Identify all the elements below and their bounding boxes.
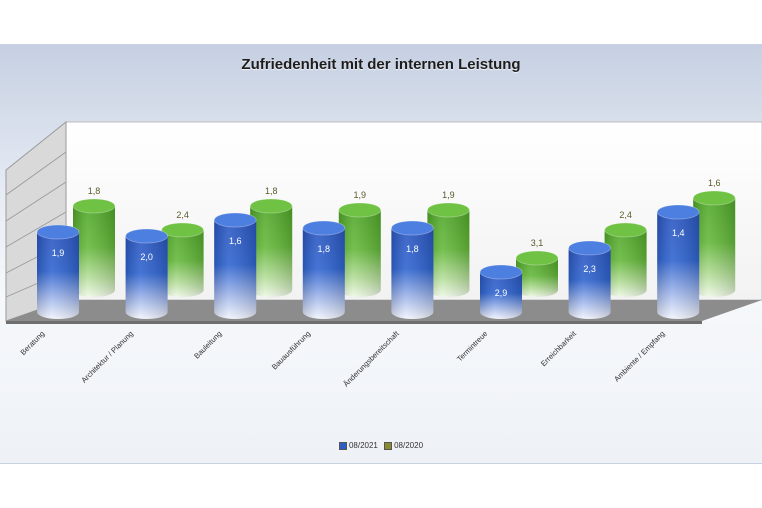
legend-item-08-2021: 08/2021 — [338, 441, 378, 450]
x-tick-label: Bauleitung — [192, 329, 223, 360]
side-wall-gridlines — [5, 151, 67, 298]
x-tick-label: Ambiente / Empfang — [612, 329, 666, 383]
bar-08-2020-shade — [161, 230, 204, 297]
value-label-08-2021: 2,3 — [583, 264, 596, 274]
bar-08-2020-top — [72, 198, 116, 214]
bar-08-2021 — [479, 264, 523, 319]
legend-label: 08/2021 — [348, 441, 378, 450]
bar-08-2021-top — [390, 220, 434, 236]
bar-08-2021-shade — [302, 228, 345, 319]
bar-08-2021 — [36, 224, 80, 319]
bar-08-2020 — [426, 202, 470, 297]
bar-08-2020-top — [692, 190, 736, 206]
value-label-08-2021: 1,8 — [406, 244, 419, 254]
value-label-08-2021: 1,9 — [52, 248, 65, 258]
bar-08-2021-top — [213, 212, 257, 228]
legend-swatch-blue — [338, 441, 347, 450]
value-label-08-2021: 1,6 — [229, 236, 242, 246]
bar-08-2020-shade — [250, 206, 293, 297]
x-tick-label: Erreichbarkeit — [539, 328, 579, 368]
bar-08-2021-top — [568, 240, 611, 256]
bar-08-2020-shade — [693, 198, 736, 297]
bar-08-2021-top — [656, 204, 700, 220]
bar-08-2020-shade — [516, 258, 558, 297]
bar-08-2021-top — [479, 264, 523, 280]
bar-08-2021-shade — [568, 248, 611, 319]
bar-08-2020 — [72, 198, 116, 297]
chart-floor — [6, 300, 762, 321]
bar-08-2020-shade — [427, 210, 470, 297]
chart-title: Zufriedenheit mit der internen Leistung — [241, 56, 521, 73]
bar-08-2020-top — [515, 250, 559, 266]
bar-08-2021 — [390, 220, 434, 319]
legend: 08/2021 08/2020 — [0, 441, 762, 452]
value-label-08-2020: 1,8 — [88, 186, 101, 196]
legend-label: 08/2020 — [394, 441, 424, 450]
bar-08-2020 — [161, 222, 205, 297]
bar-08-2020 — [604, 222, 647, 297]
bar-08-2020-top — [161, 222, 205, 238]
bar-08-2021-shade — [480, 272, 522, 319]
bars-group: 1,8 1,9 2,4 2,0 1,8 1,6 1,9 1,8 1,9 1,8 3,1 2,9 2,4 2… — [36, 178, 736, 319]
value-label-08-2020: 1,9 — [442, 190, 455, 200]
bar-08-2021 — [213, 212, 257, 319]
bar-08-2020 — [692, 190, 736, 297]
value-label-08-2021: 1,4 — [672, 228, 685, 238]
value-label-08-2020: 1,8 — [265, 186, 278, 196]
bar-08-2021-shade — [657, 212, 700, 319]
bar-08-2020-top — [426, 202, 470, 218]
bar-08-2020 — [515, 250, 559, 297]
bar-08-2021-top — [302, 220, 346, 236]
bar-08-2021-shade — [391, 228, 434, 319]
value-label-08-2021: 1,8 — [318, 244, 331, 254]
value-label-08-2020: 2,4 — [619, 210, 632, 220]
value-label-08-2021: 2,0 — [140, 252, 153, 262]
bar-08-2021 — [125, 228, 169, 319]
bar-08-2021-shade — [214, 220, 257, 319]
bar-08-2020-shade — [73, 206, 115, 297]
bar-08-2021-shade — [37, 232, 79, 319]
bar-08-2021 — [302, 220, 346, 319]
x-tick-label: Termintreue — [455, 329, 489, 363]
value-label-08-2020: 3,1 — [531, 238, 544, 248]
chart-floor-edge — [6, 321, 702, 324]
bar-08-2020-top — [604, 222, 647, 238]
legend-swatch-green — [384, 441, 393, 450]
bar-08-2021-top — [125, 228, 169, 244]
value-label-08-2020: 2,4 — [176, 210, 189, 220]
value-label-08-2020: 1,6 — [708, 178, 721, 188]
bar-08-2021 — [656, 204, 700, 319]
bar-08-2021-shade — [125, 236, 168, 319]
bar-08-2020-top — [338, 202, 382, 218]
bar-08-2020-top — [249, 198, 293, 214]
x-tick-label: Änderungsbereitschaft — [341, 328, 401, 388]
x-tick-label: Architektur / Planung — [79, 329, 135, 385]
bar-08-2021 — [568, 240, 611, 319]
bar-08-2020-shade — [604, 230, 647, 297]
value-label-08-2021: 2,9 — [495, 288, 508, 298]
value-label-08-2020: 1,9 — [354, 190, 367, 200]
x-axis-labels: Beratung Architektur / Planung Bauleitung B… — [19, 328, 667, 388]
x-tick-label: Bauausführung — [270, 329, 312, 371]
x-tick-label: Beratung — [19, 329, 47, 357]
bar-08-2020-shade — [338, 210, 381, 297]
bar-08-2021-top — [36, 224, 80, 240]
legend-item-08-2020: 08/2020 — [384, 441, 423, 450]
bar-08-2020 — [338, 202, 382, 297]
bar-08-2020 — [249, 198, 293, 297]
